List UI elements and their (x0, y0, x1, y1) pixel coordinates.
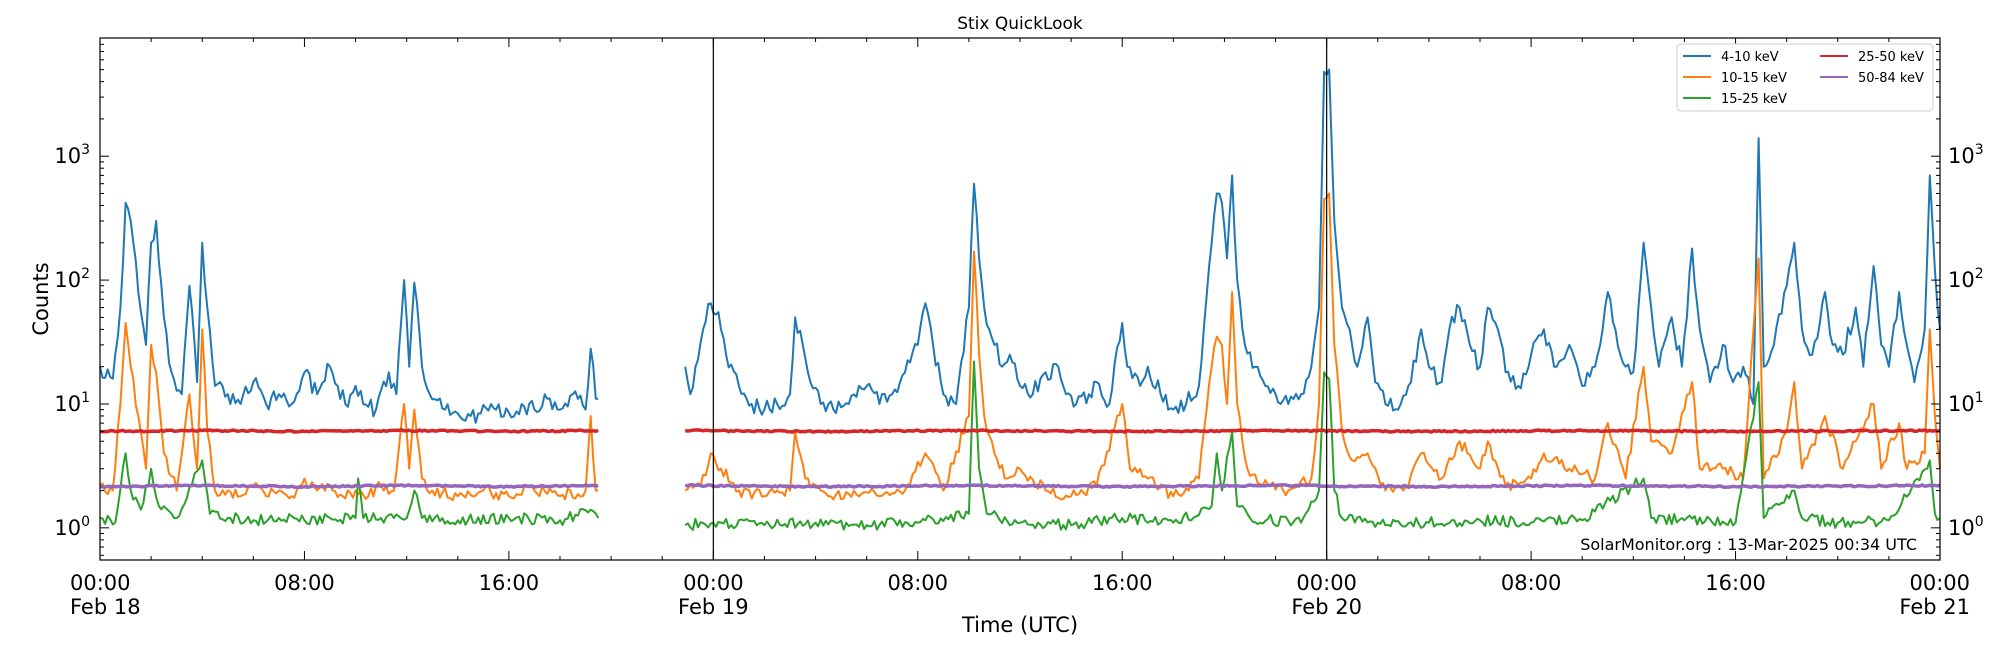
x-tick-label-time: 00:00 (683, 571, 744, 595)
x-tick-label-time: 00:00 (1909, 571, 1970, 595)
y-tick-label-right: 101 (1948, 390, 1984, 416)
lines-layer (99, 68, 1941, 531)
y-tick-label-right: 102 (1948, 266, 1984, 292)
legend-label: 15-25 keV (1721, 92, 1787, 107)
legend-label: 4-10 keV (1721, 50, 1779, 65)
x-tick-label-time: 16:00 (1092, 571, 1153, 595)
series-line-50-84-kev (99, 482, 1941, 490)
plot-frame (99, 37, 1941, 561)
y-tick-label-right: 100 (1948, 514, 1984, 540)
series-line-15-25-kev (99, 360, 1941, 531)
legend-box (1676, 43, 1934, 112)
legend-label: 25-50 keV (1858, 50, 1924, 65)
chart-title: Stix QuickLook (957, 14, 1083, 34)
legend: 4-10 keV 10-15 keV 15-25 keV 25-50 keV 50-84… (1676, 43, 1934, 112)
legend-label: 10-15 keV (1721, 71, 1787, 86)
x-tick-label-time: 08:00 (888, 571, 949, 595)
x-tick-label-date: Feb 20 (1291, 595, 1362, 619)
x-tick-label-date: Feb 19 (678, 595, 749, 619)
x-tick-label-time: 16:00 (1705, 571, 1766, 595)
y-tick-label-right: 103 (1948, 142, 1984, 168)
x-tick-label-time: 00:00 (1296, 571, 1357, 595)
series-line-25-50-kev (99, 428, 1941, 434)
x-tick-label-time: 08:00 (1501, 571, 1562, 595)
y-tick-label: 102 (54, 266, 90, 292)
y-tick-label: 100 (54, 514, 90, 540)
x-tick-label-date: Feb 18 (70, 595, 141, 619)
x-tick-label-time: 08:00 (274, 571, 335, 595)
series-line-10-15-kev (99, 192, 1941, 502)
x-axis-label: Time (UTC) (961, 613, 1078, 637)
y-tick-label: 103 (54, 142, 90, 168)
y-tick-labels: 100 100 101 101 102 102 103 103 (54, 142, 1983, 540)
day-boundary-lines (712, 38, 1328, 560)
y-axis-label: Counts (29, 262, 53, 335)
y-tick-label: 101 (54, 390, 90, 416)
x-tick-label-date: Feb 21 (1899, 595, 1970, 619)
x-tick-label-time: 16:00 (479, 571, 540, 595)
legend-label: 50-84 keV (1858, 71, 1924, 86)
series-line-4-10-kev (99, 68, 1941, 424)
watermark-annotation: SolarMonitor.org : 13-Mar-2025 00:34 UTC (1580, 535, 1917, 554)
ticks-layer (99, 37, 1941, 560)
x-tick-label-time: 00:00 (70, 571, 131, 595)
